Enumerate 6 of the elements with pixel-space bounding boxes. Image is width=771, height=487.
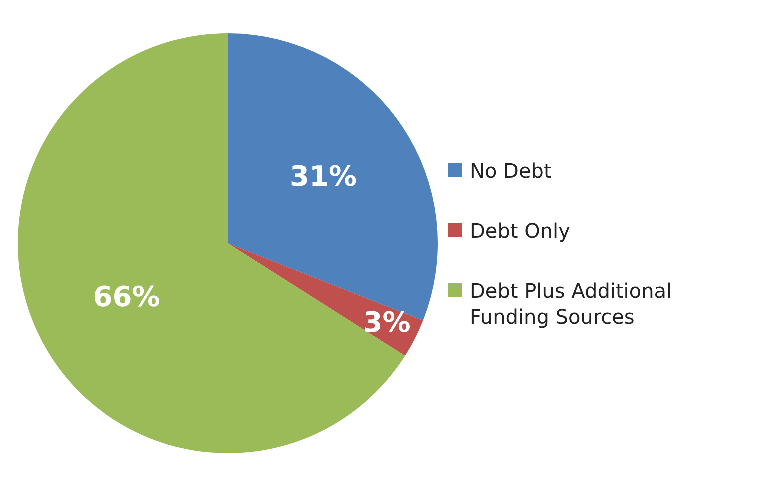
legend-label: Debt Only <box>470 218 570 244</box>
legend-label: No Debt <box>470 158 552 184</box>
data-label: 31% <box>290 160 358 193</box>
legend-label: Debt Plus Additional Funding Sources <box>470 278 674 330</box>
data-label: 3% <box>363 306 411 339</box>
data-label: 66% <box>93 280 160 314</box>
